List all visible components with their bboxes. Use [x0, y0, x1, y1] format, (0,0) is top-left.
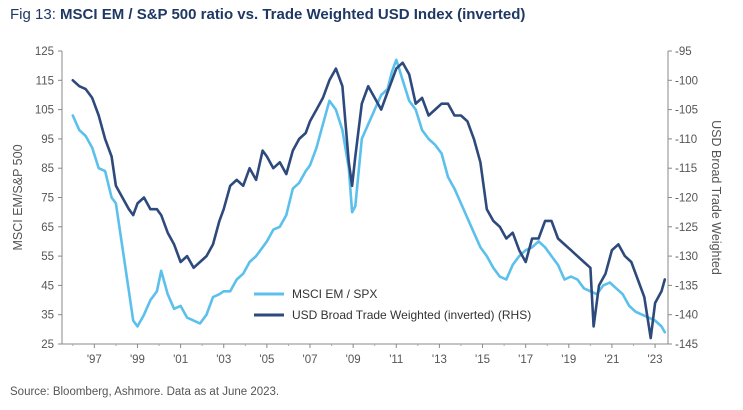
right-axis-label: USD Broad Trade Weighted — [709, 120, 723, 275]
chart-series — [71, 58, 667, 340]
x-tick-label: '07 — [303, 354, 318, 366]
series-line-2 — [71, 61, 667, 340]
chart-axes: 25 35 45 55 65 75 85 95 105 115 125 -95 -100 -105 -110… — [11, 46, 723, 366]
dual-axis-line-chart: 25 35 45 55 65 75 85 95 105 115 125 -95 -100 -105 -110… — [11, 46, 723, 366]
left-tick-label: 95 — [41, 134, 54, 146]
legend-label-2: USD Broad Trade Weighted (inverted) (RHS… — [292, 308, 531, 322]
right-tick-label: -145 — [675, 339, 698, 351]
left-tick-label: 115 — [36, 75, 54, 87]
x-tick-label: '13 — [432, 354, 447, 366]
left-tick-label: 55 — [41, 251, 54, 263]
left-tick-label: 45 — [41, 280, 54, 292]
left-tick-label: 25 — [41, 339, 54, 351]
source-note: Source: Bloomberg, Ashmore. Data as at J… — [10, 386, 280, 398]
right-tick-label: -135 — [675, 280, 698, 292]
left-tick-label: 65 — [41, 222, 54, 234]
x-tick-label: '23 — [648, 354, 663, 366]
right-tick-label: -115 — [675, 163, 697, 175]
x-tick-label: '05 — [259, 354, 274, 366]
figure-title: Fig 13: MSCI EM / S&P 500 ratio vs. Trad… — [10, 6, 525, 23]
figure-number: Fig 13: — [10, 6, 61, 23]
left-tick-label: 105 — [35, 105, 54, 117]
right-tick-label: -110 — [675, 134, 697, 146]
right-tick-label: -95 — [675, 46, 692, 58]
left-tick-label: 85 — [41, 163, 54, 175]
x-tick-label: '17 — [518, 354, 533, 366]
x-tick-label: '19 — [561, 354, 576, 366]
x-tick-label: '11 — [389, 354, 403, 366]
chart-legend: MSCI EM / SPX USD Broad Trade Weighted (i… — [254, 287, 531, 322]
x-tick-label: '97 — [87, 354, 102, 366]
x-tick-label: '21 — [604, 354, 619, 366]
legend-label-1: MSCI EM / SPX — [292, 287, 377, 301]
left-axis-label: MSCI EM/S&P 500 — [11, 144, 25, 250]
right-tick-label: -140 — [675, 310, 698, 322]
right-tick-label: -100 — [675, 75, 698, 87]
series-line-1 — [71, 58, 667, 334]
left-tick-label: 125 — [35, 46, 54, 58]
chart-title: MSCI EM / S&P 500 ratio vs. Trade Weight… — [60, 6, 526, 23]
right-tick-label: -125 — [675, 222, 698, 234]
right-tick-label: -130 — [675, 251, 698, 263]
right-tick-label: -120 — [675, 193, 698, 205]
x-tick-label: '03 — [216, 354, 231, 366]
x-tick-label: '09 — [346, 354, 361, 366]
left-tick-label: 35 — [41, 310, 54, 322]
left-tick-label: 75 — [41, 193, 54, 205]
x-tick-label: '15 — [475, 354, 490, 366]
right-tick-label: -105 — [675, 105, 698, 117]
x-tick-label: '99 — [130, 354, 145, 366]
x-tick-label: '01 — [173, 354, 188, 366]
